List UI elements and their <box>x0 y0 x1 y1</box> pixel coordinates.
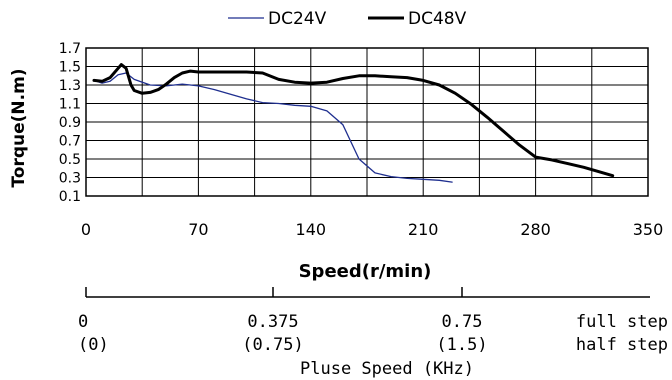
half-step-label: half step <box>576 335 668 355</box>
pulse-tick-full: 0.75 <box>442 312 483 332</box>
x-tick-label: 140 <box>296 220 327 239</box>
plot-frame <box>85 47 649 197</box>
x-tick-labels: 0 70 140 210 280 350 <box>81 220 663 239</box>
y-tick-label: 1.5 <box>59 60 81 76</box>
x-tick-label: 0 <box>81 220 91 239</box>
y-tick-label: 0.9 <box>59 115 81 131</box>
y-tick-label: 0.3 <box>59 171 81 187</box>
y-tick-label: 1.7 <box>59 41 81 57</box>
y-tick-label: 0.5 <box>59 152 81 168</box>
grid <box>86 48 648 196</box>
y-tick-label: 1.3 <box>59 78 81 94</box>
legend-label: DC48V <box>408 9 467 29</box>
pulse-tick-half: (1.5) <box>436 335 487 355</box>
legend: DC24V DC48V <box>228 9 467 29</box>
series-line-dc24v <box>93 72 453 183</box>
legend-label: DC24V <box>268 9 327 29</box>
pulse-tick-full: 0.375 <box>247 312 298 332</box>
series-layer <box>92 63 615 183</box>
full-step-label: full step <box>576 312 668 332</box>
y-axis-label: Torque(N.m) <box>9 68 29 187</box>
plot-border <box>85 47 649 197</box>
y-tick-label: 1.1 <box>59 97 81 113</box>
series-line-dc48v <box>92 63 615 178</box>
pulse-tick-half: (0) <box>78 335 109 355</box>
pulse-tick-half: (0.75) <box>242 335 303 355</box>
x-tick-label: 210 <box>408 220 439 239</box>
x-tick-label: 70 <box>188 220 208 239</box>
x-tick-label: 280 <box>520 220 551 239</box>
pulse-axis-title: Pluse Speed (KHz) <box>300 359 474 379</box>
x-axis-label: Speed(r/min) <box>299 261 432 282</box>
pulse-tick-full: 0 <box>78 312 88 332</box>
y-tick-label: 0.7 <box>59 134 81 150</box>
y-tick-label: 0.1 <box>59 189 81 205</box>
pulse-speed-axis: 0 (0) 0.375 (0.75) 0.75 (1.5) full step half st… <box>78 287 668 355</box>
x-tick-label: 350 <box>633 220 664 239</box>
y-tick-labels: 1.7 1.5 1.3 1.1 0.9 0.7 0.5 0.3 0.1 <box>59 41 81 205</box>
